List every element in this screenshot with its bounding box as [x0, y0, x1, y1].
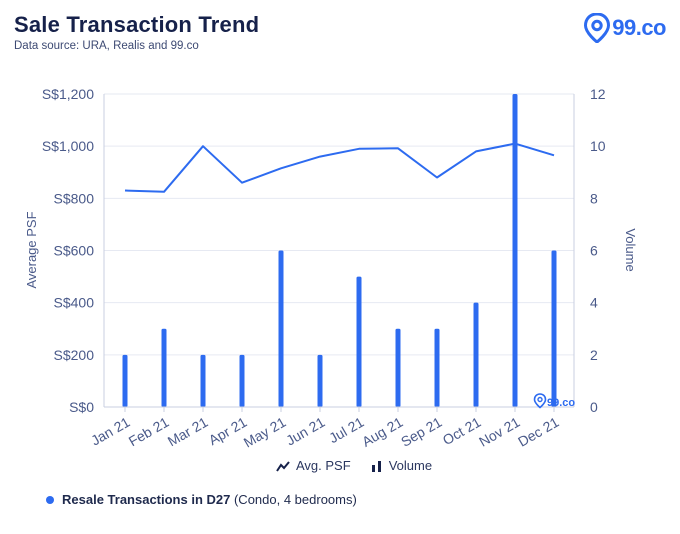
- avg-psf-point[interactable]: [357, 146, 362, 151]
- avg-psf-line[interactable]: [124, 142, 555, 193]
- volume-bar[interactable]: [434, 328, 440, 407]
- avg-psf-point[interactable]: [474, 149, 479, 154]
- avg-psf-point[interactable]: [552, 153, 557, 158]
- y-tick-label-right: 8: [590, 190, 598, 206]
- watermark-text: 99.co: [547, 397, 575, 409]
- avg-psf-point[interactable]: [513, 141, 518, 146]
- legend-item-psf[interactable]: Avg. PSF: [276, 458, 351, 473]
- y-tick-label-left: S$0: [69, 399, 94, 415]
- avg-psf-point[interactable]: [201, 144, 206, 149]
- footnote-detail: (Condo, 4 bedrooms): [230, 492, 357, 507]
- avg-psf-point[interactable]: [162, 189, 167, 194]
- volume-bar[interactable]: [512, 94, 518, 407]
- legend-label-psf: Avg. PSF: [296, 458, 351, 473]
- x-tick-label: Aug 21: [359, 414, 406, 450]
- y-tick-label-left: S$1,000: [42, 138, 94, 154]
- x-tick-label: Oct 21: [440, 414, 484, 449]
- volume-bar[interactable]: [122, 354, 128, 407]
- avg-psf-point[interactable]: [123, 188, 128, 193]
- x-tick-label: Dec 21: [515, 414, 562, 450]
- y-tick-label-right: 6: [590, 243, 598, 259]
- y-tick-label-right: 2: [590, 347, 598, 363]
- volume-bar[interactable]: [200, 354, 206, 407]
- y-tick-label-left: S$800: [54, 190, 95, 206]
- legend-item-volume[interactable]: Volume: [371, 458, 432, 473]
- footnote: Resale Transactions in D27 (Condo, 4 bed…: [46, 492, 357, 507]
- volume-bar[interactable]: [356, 276, 362, 407]
- brand-logo: 99.co: [584, 12, 666, 44]
- avg-psf-point[interactable]: [435, 175, 440, 180]
- x-tick-label: Jan 21: [88, 414, 133, 449]
- watermark-pin-icon: [533, 393, 547, 409]
- location-pin-icon: [584, 13, 611, 43]
- volume-bar[interactable]: [161, 328, 167, 407]
- volume-bar[interactable]: [551, 250, 557, 408]
- x-tick-label: Apr 21: [206, 414, 250, 449]
- y-tick-label-left: S$400: [54, 295, 95, 311]
- x-tick-label: Mar 21: [165, 414, 211, 450]
- avg-psf-point[interactable]: [396, 146, 401, 151]
- y-tick-label-right: 10: [590, 138, 606, 154]
- line-chart-icon: [276, 460, 290, 472]
- avg-psf-point[interactable]: [240, 180, 245, 185]
- bullet-dot-icon: [46, 495, 54, 504]
- volume-bar[interactable]: [473, 302, 479, 407]
- brand-name: 99.co: [612, 15, 666, 40]
- footnote-bold: Resale Transactions in D27: [62, 492, 231, 507]
- volume-bar[interactable]: [239, 354, 245, 407]
- x-tick-label: Jun 21: [283, 414, 328, 449]
- chart-watermark: 99.co: [533, 393, 575, 409]
- x-tick-label: Feb 21: [126, 414, 172, 450]
- x-tick-label: Sep 21: [398, 414, 445, 450]
- y-tick-label-right: 12: [590, 86, 606, 102]
- chart-subtitle: Data source: URA, Realis and 99.co: [14, 40, 199, 52]
- y-tick-label-left: S$1,200: [42, 86, 94, 102]
- y-tick-label-left: S$200: [54, 347, 95, 363]
- avg-psf-point[interactable]: [318, 154, 323, 159]
- x-tick-label: Nov 21: [476, 414, 523, 450]
- x-tick-label: Jul 21: [326, 414, 367, 447]
- volume-bar[interactable]: [395, 328, 401, 407]
- chart-legend: Avg. PSF Volume: [276, 458, 432, 473]
- bar-chart-icon: [371, 460, 381, 472]
- y-axis-left-title: Average PSF: [24, 211, 39, 288]
- y-axis-right-title: Volume: [623, 228, 638, 271]
- avg-psf-point[interactable]: [279, 166, 284, 171]
- legend-label-volume: Volume: [388, 458, 433, 473]
- volume-bar[interactable]: [317, 354, 323, 407]
- chart-title: Sale Transaction Trend: [14, 12, 260, 37]
- volume-bar[interactable]: [278, 250, 284, 408]
- y-tick-label-right: 0: [590, 399, 598, 415]
- y-tick-label-right: 4: [590, 295, 598, 311]
- x-tick-label: May 21: [241, 414, 289, 451]
- y-tick-label-left: S$600: [54, 243, 95, 259]
